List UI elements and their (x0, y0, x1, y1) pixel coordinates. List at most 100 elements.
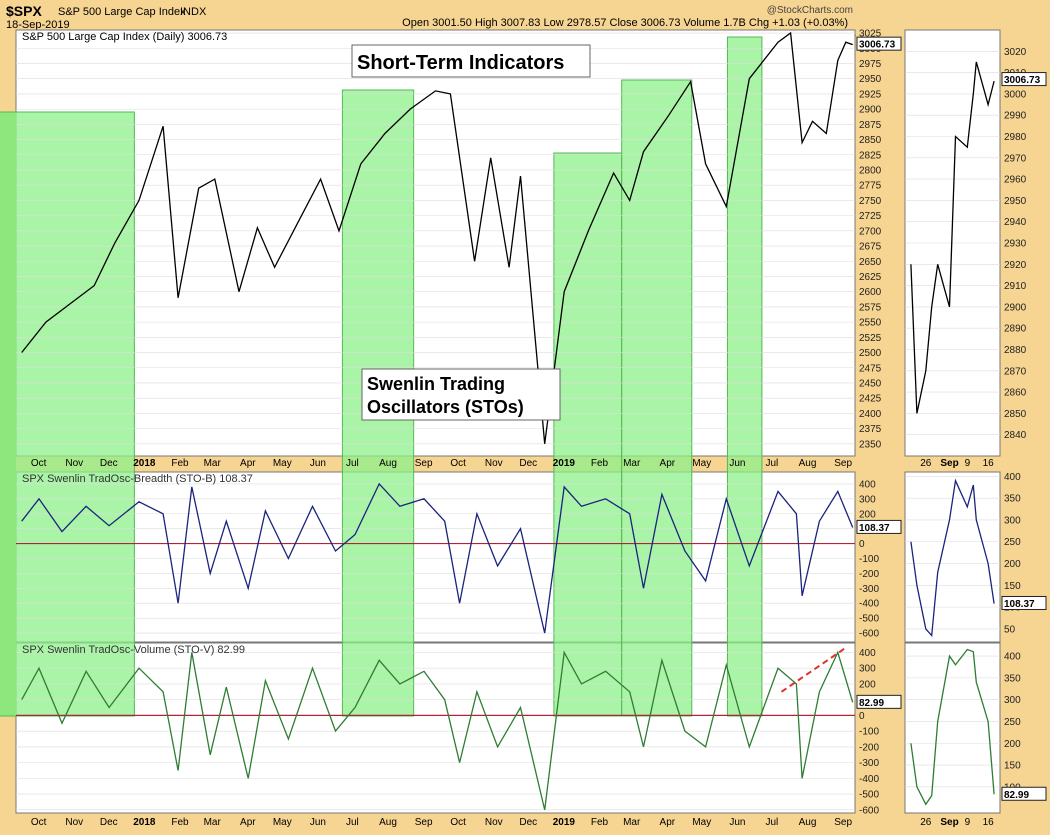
stos-annotation-box (361, 368, 561, 421)
y-tick-label: 2775 (859, 181, 882, 192)
y-tick-label: 200 (859, 679, 876, 690)
price-panel-title: S&P 500 Large Cap Index (Daily) 3006.73 (22, 31, 227, 43)
x-tick-label: May (273, 817, 292, 828)
y-tick-label: 2825 (859, 150, 882, 161)
ticker-symbol: $SPX (6, 3, 42, 19)
y-tick-label: 350 (1004, 673, 1021, 684)
y-tick-label: -600 (859, 629, 879, 640)
last-value-box (1001, 595, 1047, 610)
exchange: INDX (180, 6, 207, 18)
x-tick-label: Sep (415, 817, 433, 828)
x-tick-label: Aug (379, 817, 397, 828)
highlight-period (0, 111, 135, 717)
x-tick-label: 2019 (553, 458, 576, 469)
x-tick-label: Dec (519, 458, 537, 469)
x-tick-label: Nov (485, 817, 503, 828)
y-tick-label: -600 (859, 805, 879, 816)
zoom-x-tick-label: 16 (983, 817, 995, 828)
x-tick-label: Jun (310, 458, 326, 469)
y-tick-label: 2880 (1004, 345, 1027, 356)
y-tick-label: -200 (859, 569, 879, 580)
y-tick-label: 2975 (859, 59, 882, 70)
x-tick-label: Mar (204, 817, 222, 828)
y-tick-label: 2990 (1004, 111, 1027, 122)
x-tick-label: Jul (766, 817, 779, 828)
y-tick-label: 2925 (859, 89, 882, 100)
last-value-box (856, 694, 902, 709)
last-value-label: 108.37 (859, 523, 890, 534)
y-tick-label: -400 (859, 599, 879, 610)
x-tick-label: Feb (591, 458, 609, 469)
y-tick-label: 2550 (859, 318, 882, 329)
x-tick-label: Oct (31, 817, 47, 828)
y-tick-label: 2350 (859, 439, 882, 450)
y-tick-label: -200 (859, 742, 879, 753)
y-tick-label: -500 (859, 614, 879, 625)
y-tick-label: 400 (1004, 472, 1021, 483)
y-tick-label: 2450 (859, 378, 882, 389)
x-tick-label: Mar (623, 817, 641, 828)
stos-annotation-line1: Swenlin Trading (367, 374, 505, 394)
volume-panel-title: SPX Swenlin TradOsc-Volume (STO-V) 82.99 (22, 644, 245, 656)
breadth-series-line (21, 482, 854, 634)
y-tick-label: 0 (859, 539, 865, 550)
y-tick-label: 2625 (859, 272, 882, 283)
y-tick-label: 250 (1004, 537, 1021, 548)
y-tick-label: 2700 (859, 226, 882, 237)
x-tick-label: Feb (171, 817, 189, 828)
watermark: @StockCharts.com (767, 5, 853, 16)
y-tick-label: 2875 (859, 120, 882, 131)
x-tick-label: May (692, 458, 711, 469)
last-value-label: 3006.73 (859, 40, 896, 51)
y-tick-label: -400 (859, 774, 879, 785)
last-value-box (856, 36, 902, 51)
y-tick-label: 400 (859, 479, 876, 490)
short-term-annotation: Short-Term Indicators (357, 52, 564, 74)
y-tick-label: 2910 (1004, 281, 1027, 292)
x-tick-label: Apr (240, 458, 256, 469)
y-tick-label: 200 (1004, 559, 1021, 570)
zoom-x-tick-label: Sep (940, 458, 958, 469)
x-tick-label: Dec (100, 817, 118, 828)
x-tick-label: Nov (65, 458, 83, 469)
y-tick-label: 2950 (859, 74, 882, 85)
y-tick-label: -500 (859, 790, 879, 801)
y-tick-label: 250 (1004, 717, 1021, 728)
x-tick-label: Feb (171, 458, 189, 469)
y-tick-label: 2870 (1004, 366, 1027, 377)
y-tick-label: 2940 (1004, 217, 1027, 228)
y-tick-label: 200 (859, 509, 876, 520)
y-tick-label: 2850 (859, 135, 882, 146)
y-tick-label: -300 (859, 758, 879, 769)
x-tick-label: Sep (834, 817, 852, 828)
x-tick-label: May (692, 817, 711, 828)
y-tick-label: 2950 (1004, 196, 1027, 207)
y-tick-label: 150 (1004, 581, 1021, 592)
x-tick-label: Oct (450, 817, 466, 828)
y-tick-label: 2425 (859, 394, 882, 405)
y-tick-label: 2960 (1004, 175, 1027, 186)
last-value-label: 108.37 (1004, 599, 1035, 610)
y-tick-label: 400 (859, 648, 876, 659)
y-tick-label: 2900 (1004, 302, 1027, 313)
x-tick-label: Nov (485, 458, 503, 469)
y-tick-label: 400 (1004, 652, 1021, 663)
price-series-line (21, 31, 853, 444)
x-tick-label: Apr (660, 817, 676, 828)
zoom-x-tick-label: 26 (920, 817, 932, 828)
y-tick-label: 2970 (1004, 153, 1027, 164)
last-value-label: 82.99 (1004, 790, 1029, 801)
x-tick-label: Jun (729, 817, 745, 828)
y-tick-label: -100 (859, 727, 879, 738)
y-tick-label: 2860 (1004, 388, 1027, 399)
y-tick-label: 3020 (1004, 47, 1027, 58)
trend-line (780, 646, 847, 693)
index-name: S&P 500 Large Cap Index (58, 6, 186, 18)
zoom-volume-panel (904, 642, 1001, 814)
y-tick-label: 50 (1004, 624, 1016, 635)
y-tick-label: 2475 (859, 363, 882, 374)
last-value-box (1001, 72, 1047, 87)
x-tick-label: Oct (31, 458, 47, 469)
